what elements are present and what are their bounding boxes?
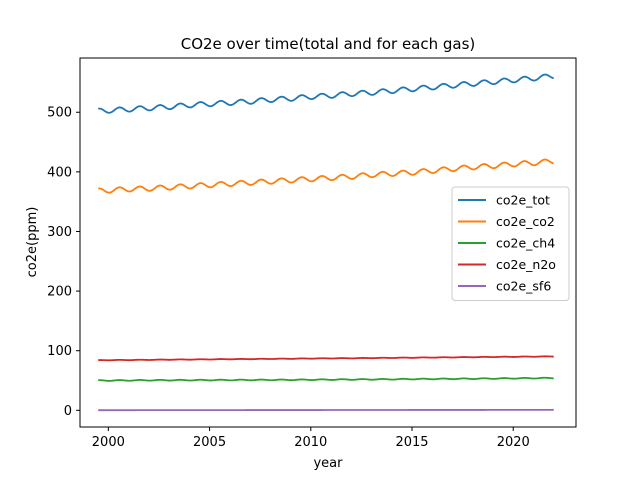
x-tick-label: 2015	[395, 435, 428, 450]
y-tick-label: 0	[64, 404, 72, 419]
legend-label: co2e_ch4	[496, 236, 555, 251]
x-axis-label: year	[313, 456, 343, 471]
y-axis-label: co2e(ppm)	[25, 207, 40, 278]
legend-label: co2e_sf6	[496, 279, 551, 294]
y-tick-label: 500	[47, 106, 72, 121]
x-tick-label: 2005	[193, 435, 226, 450]
x-tick-label: 2020	[497, 435, 530, 450]
x-tick-label: 2010	[294, 435, 327, 450]
legend-label: co2e_n2o	[496, 257, 556, 272]
legend-label: co2e_tot	[496, 193, 550, 208]
legend-label: co2e_co2	[496, 214, 555, 229]
x-axis: 2000 2005 2010 2015 2020	[92, 427, 530, 450]
y-tick-label: 200	[47, 285, 72, 300]
y-axis: 0 100 200 300 400 500	[47, 106, 80, 419]
chart-title: CO2e over time(total and for each gas)	[181, 35, 476, 53]
series-line-co2e_ch4	[98, 378, 554, 381]
y-tick-label: 400	[47, 165, 72, 180]
y-tick-label: 100	[47, 344, 72, 359]
x-tick-label: 2000	[92, 435, 125, 450]
legend: co2e_tot co2e_co2 co2e_ch4 co2e_n2o co2e_sf6	[452, 187, 569, 301]
series-line-co2e_n2o	[98, 356, 554, 360]
series-line-co2e_tot	[98, 75, 554, 113]
y-tick-label: 300	[47, 225, 72, 240]
